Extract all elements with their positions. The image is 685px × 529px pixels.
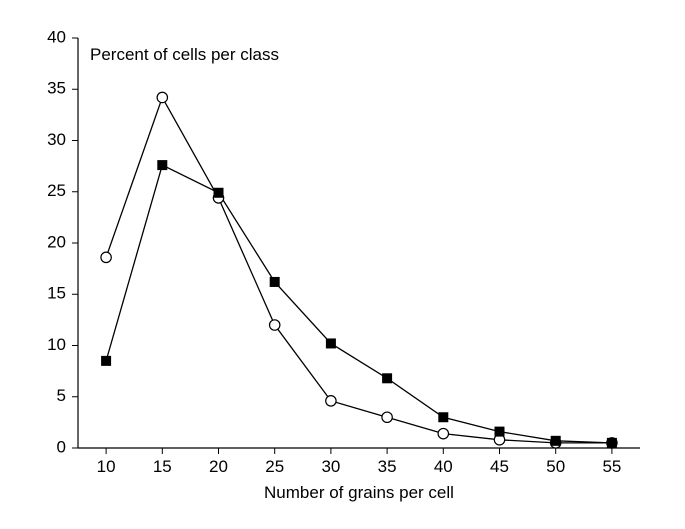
marker-filled-square — [158, 161, 167, 170]
marker-filled-square — [607, 438, 616, 447]
x-tick-label: 40 — [434, 457, 453, 476]
x-tick-label: 35 — [378, 457, 397, 476]
x-tick-label: 45 — [490, 457, 509, 476]
x-tick-label: 30 — [321, 457, 340, 476]
marker-filled-square — [551, 436, 560, 445]
x-tick-label: 20 — [209, 457, 228, 476]
x-axis-title: Number of grains per cell — [264, 483, 454, 502]
y-tick-label: 35 — [47, 79, 66, 98]
y-tick-label: 40 — [47, 27, 66, 46]
y-axis-title: Percent of cells per class — [90, 45, 279, 64]
marker-open-circle — [438, 428, 448, 438]
marker-open-circle — [382, 412, 392, 422]
y-tick-label: 15 — [47, 284, 66, 303]
marker-filled-square — [270, 277, 279, 286]
y-tick-label: 5 — [57, 386, 66, 405]
marker-filled-square — [439, 413, 448, 422]
marker-open-circle — [326, 396, 336, 406]
marker-filled-square — [102, 356, 111, 365]
y-tick-label: 0 — [57, 437, 66, 456]
marker-filled-square — [214, 188, 223, 197]
chart-svg: 0 5 10 15 20 25 30 35 40 10 15 20 25 30 35 40 45 50 55 Perc… — [0, 0, 685, 529]
marker-filled-square — [495, 427, 504, 436]
x-tick-label: 55 — [602, 457, 621, 476]
x-tick-label: 15 — [153, 457, 172, 476]
x-tick-label: 50 — [546, 457, 565, 476]
y-tick-label: 25 — [47, 181, 66, 200]
marker-filled-square — [383, 374, 392, 383]
marker-filled-square — [326, 339, 335, 348]
y-tick-label: 30 — [47, 130, 66, 149]
y-tick-label: 20 — [47, 232, 66, 251]
y-tick-label: 10 — [47, 335, 66, 354]
x-tick-label: 25 — [265, 457, 284, 476]
chart-container: 0 5 10 15 20 25 30 35 40 10 15 20 25 30 35 40 45 50 55 Perc… — [0, 0, 685, 529]
x-tick-label: 10 — [97, 457, 116, 476]
marker-open-circle — [101, 252, 111, 262]
marker-open-circle — [157, 92, 167, 102]
marker-open-circle — [270, 320, 280, 330]
